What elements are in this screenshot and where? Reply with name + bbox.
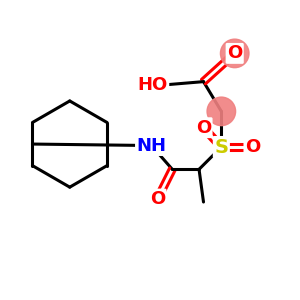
Circle shape [220,39,249,68]
Circle shape [207,97,236,126]
Text: O: O [227,44,242,62]
Text: O: O [245,138,260,156]
Text: S: S [214,137,228,157]
Text: O: O [196,119,211,137]
Text: HO: HO [138,76,168,94]
Text: NH: NH [136,136,166,154]
Text: O: O [150,190,165,208]
